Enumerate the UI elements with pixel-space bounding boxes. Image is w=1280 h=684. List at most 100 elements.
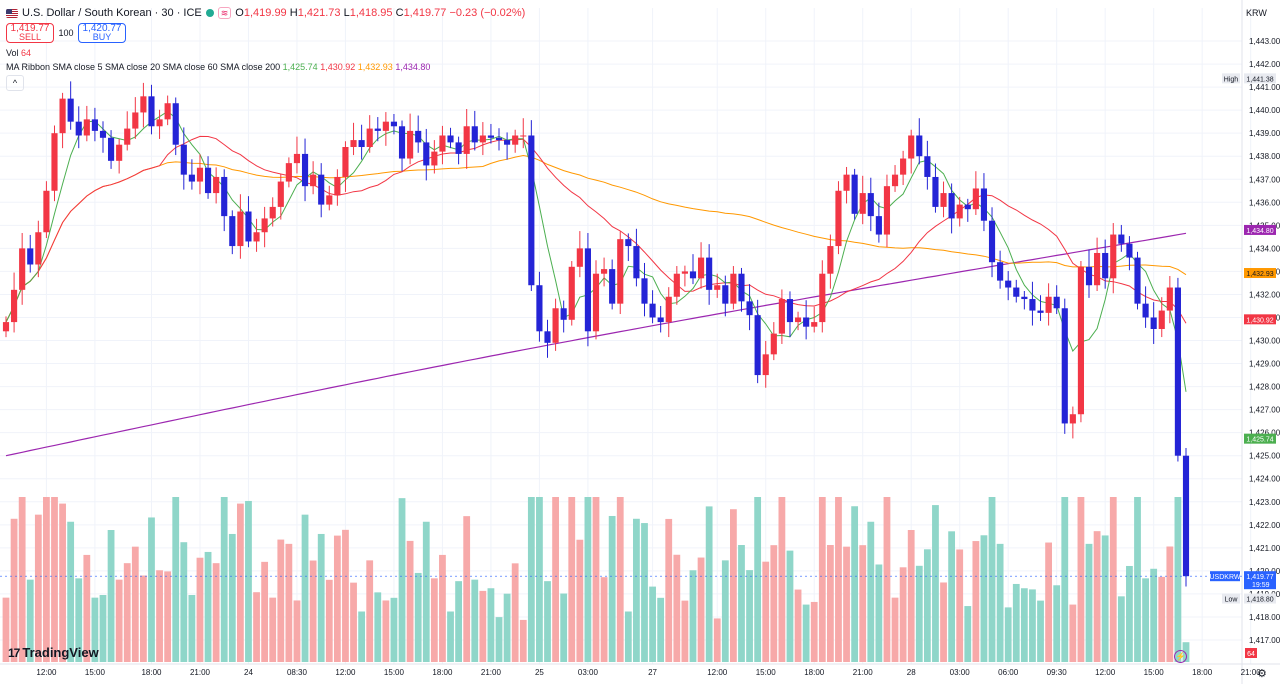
candle-body	[754, 315, 761, 376]
volume-bar	[770, 545, 778, 662]
volume-bar	[325, 579, 333, 662]
candle-body	[803, 317, 810, 327]
volume-bar	[560, 593, 568, 662]
price-tick-label: 1,423.00	[1249, 498, 1280, 507]
volume-bar	[164, 571, 172, 662]
buy-button[interactable]: 1,420.77 BUY	[78, 23, 126, 43]
volume-bar	[786, 550, 794, 662]
tradingview-logo[interactable]: 17 TradingView	[8, 645, 99, 660]
candle-body	[487, 135, 495, 138]
volume-bar	[875, 564, 883, 662]
volume-bar	[519, 619, 527, 662]
volume-bar	[140, 575, 147, 662]
currency-label[interactable]: KRW	[1246, 8, 1267, 18]
candle-body	[1077, 266, 1085, 415]
candle-body	[1134, 257, 1141, 304]
flash-icon[interactable]: ⚡	[1174, 650, 1187, 663]
time-tick-label: 27	[648, 668, 657, 677]
close-label: C	[395, 7, 404, 19]
time-tick-label: 15:00	[1144, 668, 1165, 677]
volume-bar	[317, 533, 325, 662]
collapse-legend-icon[interactable]: ^	[6, 75, 24, 91]
volume-bar	[115, 579, 123, 662]
volume-bar	[996, 543, 1004, 662]
candle-body	[350, 140, 357, 148]
price-tick-label: 1,424.00	[1249, 475, 1280, 484]
open-label: O	[235, 7, 244, 19]
price-tick-label: 1,438.00	[1249, 152, 1280, 161]
candle-body	[1166, 287, 1173, 311]
volume-bar	[342, 529, 349, 662]
axis-badge-tag	[1222, 73, 1240, 84]
volume-bar	[826, 545, 834, 662]
candle-body	[1118, 234, 1125, 244]
volume-bar	[794, 589, 802, 662]
candle-body	[342, 147, 349, 177]
candle-body	[924, 156, 931, 177]
time-tick-label: 12:00	[36, 668, 57, 677]
volume-bar	[697, 557, 705, 662]
volume-bar	[285, 543, 293, 662]
time-tick-label: 28	[907, 668, 916, 677]
volume-bar	[1004, 607, 1012, 662]
candle-body	[988, 220, 996, 263]
candle-body	[124, 128, 131, 145]
candle-body	[843, 174, 850, 191]
market-status-icon[interactable]	[205, 9, 214, 17]
quantity-field[interactable]: 100	[58, 28, 74, 38]
candle-body	[196, 167, 204, 182]
candle-body	[132, 112, 139, 129]
volume-bar	[439, 554, 446, 662]
volume-badge	[1245, 648, 1257, 658]
time-tick-label: 08:30	[287, 668, 308, 677]
volume-bar	[1158, 576, 1166, 662]
candle-body	[1094, 252, 1101, 286]
price-tick-label: 1,439.00	[1249, 129, 1280, 138]
candle-body	[140, 96, 147, 113]
volume-bar	[1117, 596, 1125, 662]
time-tick-label: 03:00	[578, 668, 599, 677]
us-flag-icon	[6, 8, 18, 18]
volume-bar	[131, 546, 139, 662]
volume-bar	[681, 600, 689, 662]
candle-body	[835, 190, 842, 247]
volume-bar	[83, 554, 91, 662]
axis-badge-tag	[1222, 593, 1240, 604]
volume-bar	[818, 497, 826, 662]
axis-badge-tag-text: High	[1224, 76, 1239, 83]
volume-bar	[196, 557, 204, 662]
volume-legend[interactable]: Vol 64	[6, 48, 31, 58]
volume-bar	[600, 577, 608, 662]
axis-badge-ma20: 1,430.92	[1244, 314, 1276, 325]
buy-label: BUY	[92, 32, 112, 42]
sell-button[interactable]: 1,419.77 SELL	[6, 23, 54, 43]
volume-bar	[835, 497, 842, 662]
candle-body	[697, 257, 705, 279]
volume-bar	[964, 606, 972, 662]
candle-body	[221, 176, 228, 217]
time-tick-label: 06:00	[998, 668, 1019, 677]
ma-ribbon-legend[interactable]: MA Ribbon SMA close 5 SMA close 20 SMA c…	[6, 62, 430, 72]
price-tick-label: 1,422.00	[1249, 521, 1280, 530]
time-tick-label: 15:00	[756, 668, 777, 677]
volume-bar	[988, 497, 996, 662]
volume-bar	[277, 539, 285, 662]
volume-bar	[455, 581, 462, 662]
candle-body	[859, 193, 866, 214]
candle-body	[883, 186, 891, 235]
symbol-name[interactable]: U.S. Dollar / South Korean · 30 · ICE	[22, 7, 202, 19]
volume-bar	[883, 497, 891, 662]
volume-bar	[309, 560, 317, 662]
volume-bar	[624, 611, 632, 662]
volume-bar	[430, 578, 438, 662]
data-feed-icon[interactable]: ≋	[217, 7, 232, 19]
volume-bar	[891, 597, 899, 662]
price-tick-label: 1,426.00	[1249, 429, 1280, 438]
volume-bar	[576, 539, 584, 662]
gear-icon[interactable]: ⚙	[1257, 668, 1267, 680]
time-tick-label: 18:00	[804, 668, 825, 677]
candle-body	[237, 211, 244, 247]
volume-bar	[1037, 600, 1044, 662]
volume-bar	[705, 506, 713, 662]
